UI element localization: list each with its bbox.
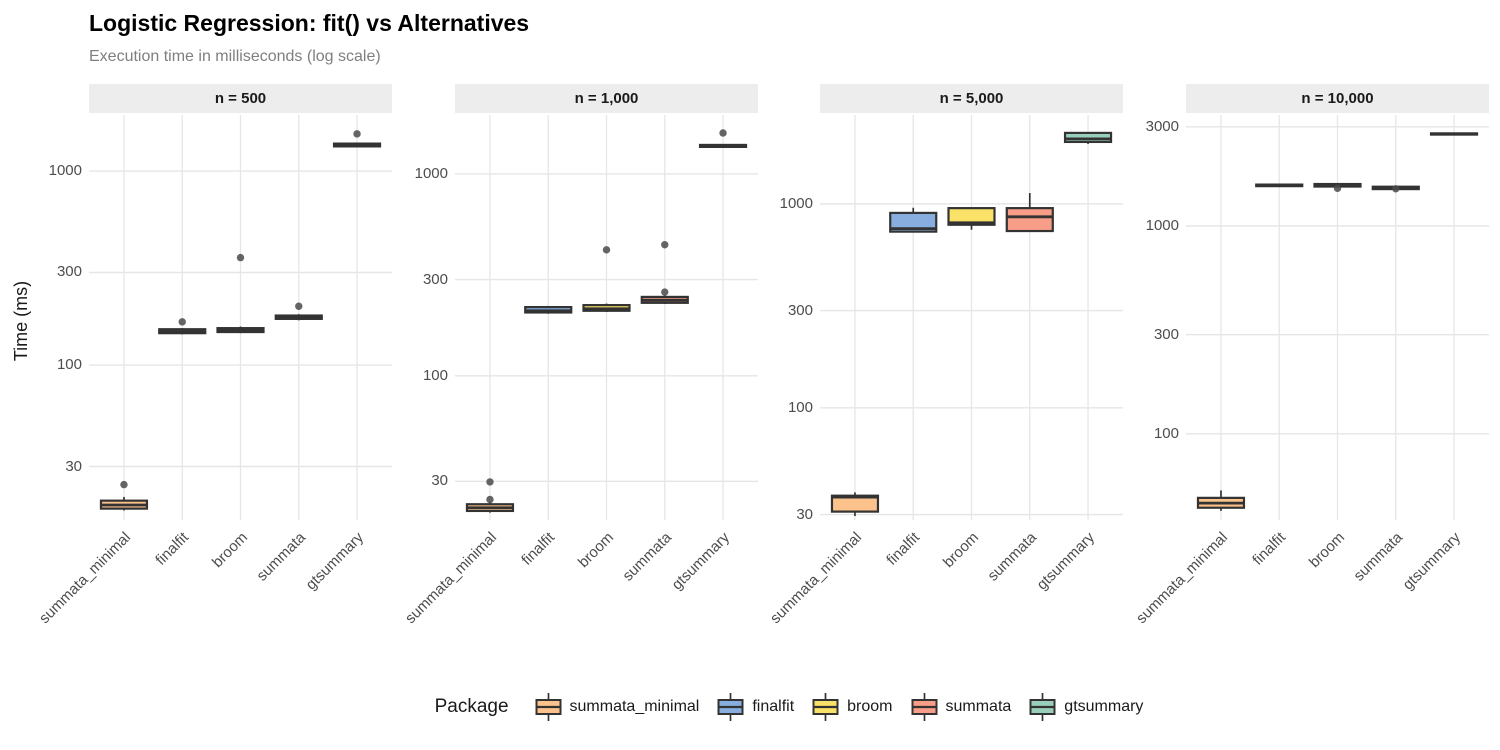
y-axis-title: Time (ms) <box>11 280 31 362</box>
boxplot-box <box>947 207 996 226</box>
y-tick-label: 1000 <box>1145 216 1179 234</box>
x-tick-label: gtsummary <box>1033 529 1099 594</box>
facet-strip-label: n = 1,000 <box>574 90 639 107</box>
x-tick-label: gtsummary <box>668 529 734 594</box>
y-tick-label: 100 <box>787 398 813 416</box>
outlier-point <box>120 480 128 489</box>
outlier-point <box>1392 185 1400 193</box>
legend-key-boxplot-glyph <box>911 693 937 721</box>
legend-key-boxplot-glyph <box>1029 693 1056 721</box>
x-tick-label: finalfit <box>518 529 559 569</box>
legend-items: summata_minimal finalfit broom summata gtsum… <box>535 691 1143 723</box>
y-tick-label: 30 <box>431 472 448 490</box>
y-tick-label: 30 <box>65 457 82 475</box>
y-tick-label: 1000 <box>414 164 448 182</box>
legend-item: summata <box>911 691 1012 723</box>
legend-item-label: summata <box>945 698 1012 715</box>
x-tick-label: broom <box>208 529 251 572</box>
legend-item-label: broom <box>847 698 893 715</box>
y-tick-label: 100 <box>1153 424 1179 442</box>
legend-item-label: gtsummary <box>1064 698 1144 715</box>
x-tick-label: summata <box>253 529 309 585</box>
legend: Package summata_minimal finalfit broom summ… <box>89 684 1489 730</box>
legend-item: finalfit <box>717 691 794 723</box>
facet-panel <box>89 115 392 520</box>
y-tick-label: 1000 <box>48 162 82 180</box>
x-tick-label: summata <box>984 529 1040 585</box>
facet-strip: n = 5,000 <box>820 84 1123 113</box>
legend-key-boxplot-glyph <box>812 693 839 721</box>
legend-item: gtsummary <box>1029 691 1143 723</box>
x-tick-label: summata <box>1350 529 1406 585</box>
legend-key-boxplot-glyph <box>717 693 744 721</box>
outlier-point <box>486 478 494 486</box>
facet-strip: n = 10,000 <box>1186 84 1489 113</box>
boxplot-box <box>830 494 880 513</box>
x-tick-label: summata_minimal <box>35 529 134 628</box>
y-tick-label: 30 <box>796 505 813 523</box>
facet-panel <box>1186 115 1489 520</box>
x-tick-label: broom <box>574 529 617 572</box>
x-tick-label: gtsummary <box>302 529 368 594</box>
y-tick-label: 300 <box>422 270 448 288</box>
x-tick-label: broom <box>1305 529 1348 572</box>
outlier-point <box>353 130 361 138</box>
x-tick-label: finalfit <box>1249 529 1290 569</box>
y-tick-label: 300 <box>1153 325 1179 343</box>
chart-title: Logistic Regression: fit() vs Alternativ… <box>89 10 530 36</box>
facet-strip: n = 500 <box>89 84 392 113</box>
x-tick-label: finalfit <box>152 529 193 569</box>
legend-item: broom <box>812 691 893 723</box>
facet-strip-label: n = 500 <box>214 90 267 107</box>
facet-strip-label: n = 5,000 <box>939 90 1004 107</box>
legend-title: Package <box>434 696 509 717</box>
boxplot-box <box>1063 131 1113 144</box>
x-tick-label: summata_minimal <box>766 529 865 628</box>
outlier-point <box>178 318 186 326</box>
outlier-point <box>719 129 727 137</box>
outlier-point <box>602 246 611 254</box>
x-tick-label: summata <box>619 529 675 585</box>
boxplot-box <box>1005 207 1054 233</box>
y-tick-label: 100 <box>56 356 82 374</box>
facet-strip-label: n = 10,000 <box>1301 90 1374 107</box>
legend-item: summata_minimal <box>535 691 700 723</box>
facet-panel <box>820 115 1123 520</box>
x-tick-label: summata_minimal <box>1132 529 1231 628</box>
x-tick-label: gtsummary <box>1399 529 1465 594</box>
y-tick-label: 300 <box>787 301 813 319</box>
legend-key-boxplot-glyph <box>535 693 562 721</box>
chart-subtitle: Execution time in milliseconds (log scal… <box>89 48 381 65</box>
x-tick-label: broom <box>939 529 982 572</box>
outlier-point <box>661 288 669 296</box>
x-tick-label: summata_minimal <box>401 529 500 628</box>
outlier-point <box>1333 184 1342 193</box>
facet-strip: n = 1,000 <box>455 84 758 113</box>
y-tick-label: 100 <box>422 366 448 384</box>
y-tick-label: 3000 <box>1145 117 1179 135</box>
legend-item-label: finalfit <box>752 698 795 715</box>
outlier-point <box>236 253 245 262</box>
y-tick-label: 1000 <box>779 194 813 212</box>
outlier-point <box>295 302 303 310</box>
facet-panel <box>455 115 758 520</box>
boxplot-box <box>889 211 938 233</box>
legend-item-label: summata_minimal <box>569 698 700 715</box>
y-tick-label: 300 <box>56 263 82 281</box>
x-tick-label: finalfit <box>883 529 924 569</box>
outlier-point <box>486 495 494 504</box>
outlier-point <box>661 241 669 249</box>
